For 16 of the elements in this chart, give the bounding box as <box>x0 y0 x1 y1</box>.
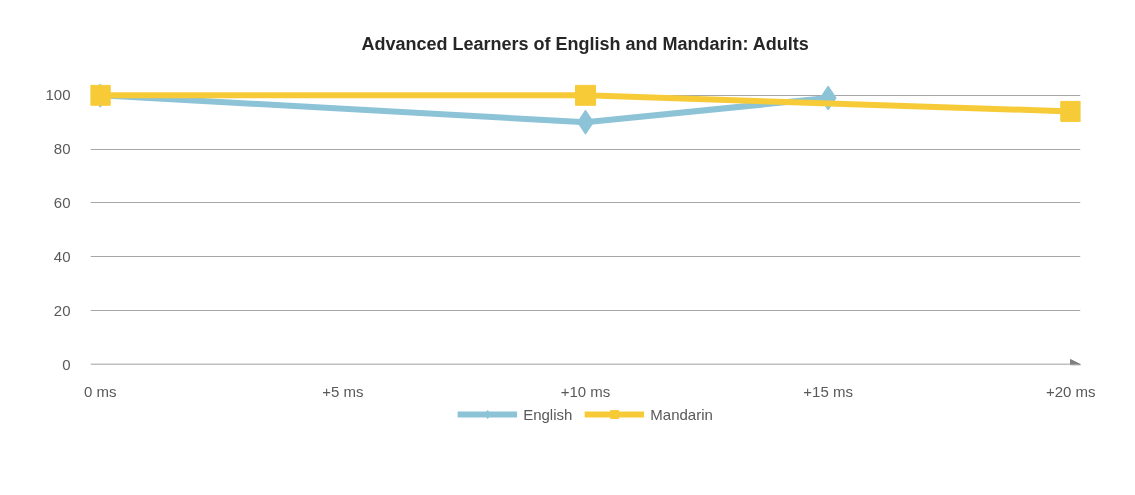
x-tick-label: +15 ms <box>803 382 853 400</box>
y-tick-label: 40 <box>53 247 71 265</box>
legend-label: English <box>523 405 573 423</box>
x-tick-label: +20 ms <box>1045 382 1096 400</box>
chart-title: Advanced Learners of English and Mandarin: Adults <box>361 33 809 54</box>
point <box>1060 100 1081 122</box>
y-tick-label: 60 <box>53 193 71 211</box>
legend-label: Mandarin <box>650 405 713 423</box>
y-tick-label: 100 <box>45 86 71 104</box>
x-tick-label: +10 ms <box>560 382 611 400</box>
point <box>575 84 596 106</box>
y-tick-label: 0 <box>62 355 71 373</box>
y-tick-label: 20 <box>53 301 71 319</box>
x-tick-label: +5 ms <box>322 382 364 400</box>
x-tick-label: 0 ms <box>83 382 117 400</box>
y-tick-label: 80 <box>53 140 71 158</box>
